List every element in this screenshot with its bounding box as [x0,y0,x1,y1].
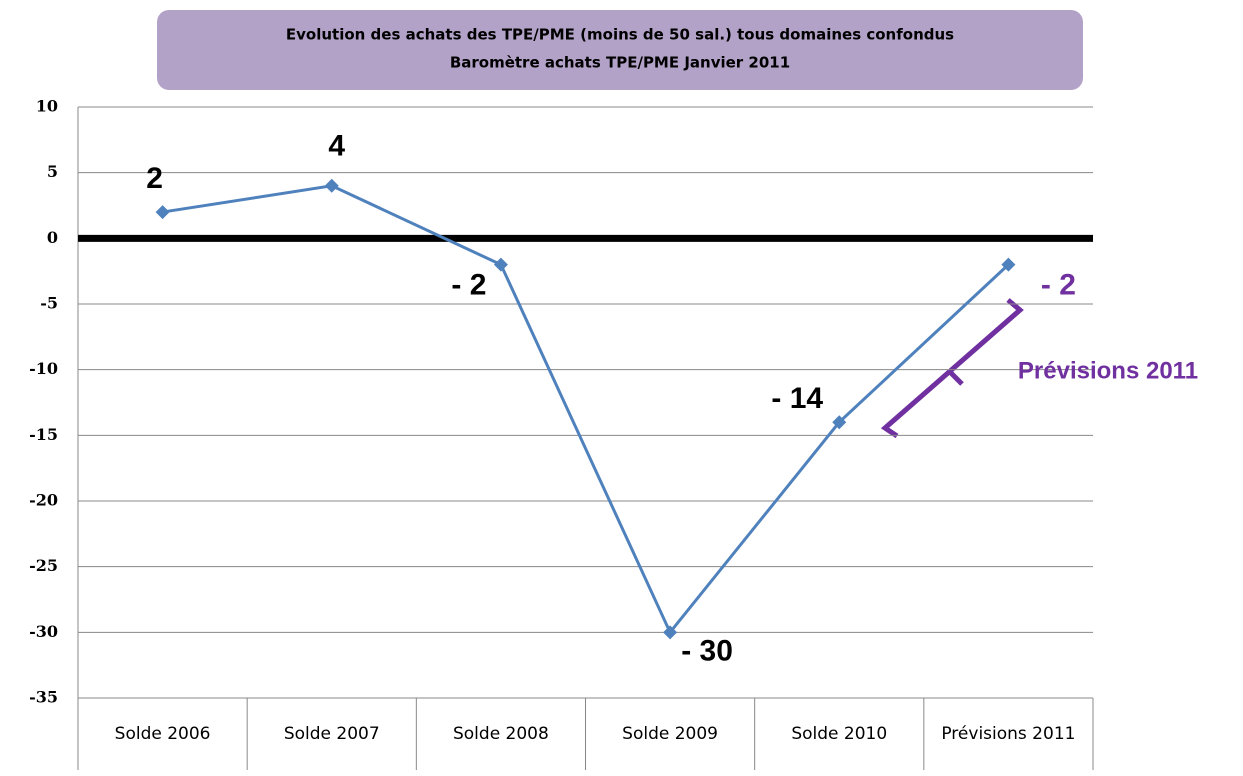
value-label: - 30 [681,634,733,667]
y-tick-label: -25 [29,556,58,575]
x-tick-label: Solde 2007 [283,724,380,744]
data-point [493,257,508,272]
x-tick-container: Solde 2009 [622,724,718,744]
x-tick-container: Solde 2010 [791,724,888,744]
y-tick-label: -35 [29,688,58,707]
value-label: - 2 [1041,269,1076,302]
chart-subtitle: Baromètre achats TPE/PME Janvier 2011 [450,54,790,72]
x-tick-container: Solde 2007 [283,724,380,744]
x-tick-label: Solde 2009 [622,724,718,744]
x-tick-label: Solde 2006 [114,724,211,744]
x-tick-container: Solde 2006 [114,724,211,744]
value-label: 4 [328,130,345,163]
data-point [155,205,170,220]
data-point [663,625,678,640]
value-label: - 2 [451,269,486,302]
y-tick-label: 0 [47,228,58,247]
y-tick-label: -5 [40,294,58,313]
value-label: 2 [146,162,163,195]
x-tick-label: Solde 2010 [791,724,888,744]
y-tick-label: -30 [29,622,58,641]
x-tick-label: Prévisions 2011 [941,724,1076,744]
x-tick-label: Solde 2008 [452,724,549,744]
forecast-bracket [880,298,1024,439]
x-tick-container: Prévisions 2011 [941,724,1076,744]
data-point [1001,257,1016,272]
title-box [157,10,1083,90]
y-tick-label: -20 [29,491,58,510]
data-point [832,415,847,430]
data-point [324,178,339,193]
value-label: - 14 [771,382,823,415]
data-line [162,184,1010,636]
y-tick-label: -15 [29,425,58,444]
x-tick-container: Solde 2008 [452,724,549,744]
y-tick-label: -10 [29,359,58,378]
chart-title: Evolution des achats des TPE/PME (moins … [286,26,954,44]
y-tick-label: 10 [36,97,58,116]
annotation: Prévisions 2011 [1018,357,1198,384]
y-tick-label: 5 [47,162,58,181]
